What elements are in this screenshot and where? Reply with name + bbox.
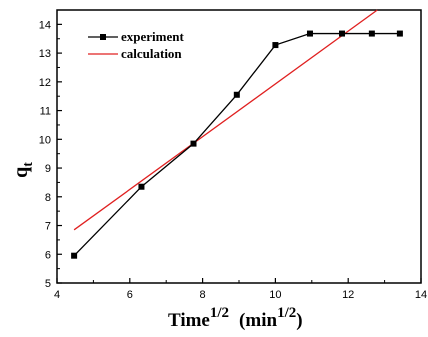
- series-layer: [71, 9, 403, 259]
- experiment-marker: [306, 30, 313, 37]
- y-tick-label: 9: [45, 163, 51, 175]
- x-tick-label: 4: [54, 289, 60, 301]
- experiment-marker: [339, 30, 346, 37]
- y-tick-label: 5: [45, 278, 51, 290]
- y-tick-label: 7: [45, 221, 51, 233]
- axes-layer: 4 6 8 10 12 14 5 6 7 8 9 10 11 12 13 14: [39, 9, 427, 301]
- x-tick-label: 14: [415, 289, 427, 301]
- legend-experiment-label: experiment: [121, 29, 184, 44]
- y-tick-label: 13: [39, 48, 51, 60]
- experiment-marker: [190, 140, 197, 147]
- experiment-marker: [233, 91, 240, 98]
- x-tick-label: 8: [200, 289, 206, 301]
- calculation-line: [73, 9, 378, 231]
- y-tick-label: 12: [39, 77, 51, 89]
- y-tick-label: 8: [45, 192, 51, 204]
- legend: experiment calculation: [88, 29, 184, 61]
- x-axis-title: Time1/2 (min1/2): [168, 305, 303, 331]
- x-tick-label: 6: [127, 289, 133, 301]
- y-tick-label: 6: [45, 249, 51, 261]
- plot-frame: [56, 9, 422, 284]
- experiment-marker: [138, 183, 145, 190]
- x-tick-label: 10: [269, 289, 281, 301]
- legend-experiment-marker: [100, 34, 106, 40]
- experiment-line: [73, 32, 400, 257]
- y-tick-label: 10: [39, 134, 51, 146]
- experiment-marker: [396, 30, 403, 37]
- experiment-marker: [272, 42, 279, 49]
- y-tick-label: 11: [40, 106, 51, 118]
- y-tick-label: 14: [39, 19, 51, 31]
- y-axis-title: qt: [10, 162, 36, 178]
- experiment-marker: [71, 252, 78, 259]
- x-tick-label: 12: [342, 289, 354, 301]
- experiment-marker: [368, 30, 375, 37]
- legend-calculation-label: calculation: [121, 46, 182, 61]
